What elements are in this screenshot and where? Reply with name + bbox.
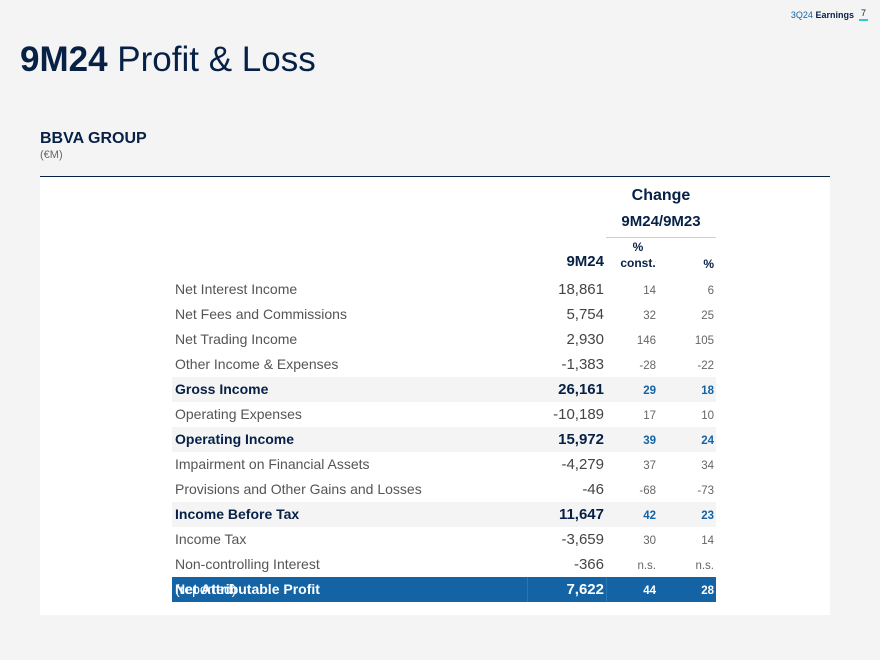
row-const: 146 [636,335,656,347]
row-label-note: (reported) [175,581,237,597]
page-title: 9M24 Profit & Loss [20,40,316,80]
row-const: 14 [643,285,656,297]
row-value: 5,754 [566,306,604,323]
table-row-net-profit: Net Attributable Profit (reported) 7,622… [172,577,716,602]
table-row-subtotal: Gross Income 26,161 29 18 [172,377,716,402]
row-value: -10,189 [553,406,604,423]
row-const: 44 [643,585,656,597]
row-const: 30 [643,535,656,547]
row-label: Gross Income [175,381,269,397]
header-report: 3Q24 Earnings [791,10,854,20]
column-separator [606,577,607,602]
column-separator [527,577,528,602]
row-const: -68 [639,485,656,497]
row-pct: 10 [701,410,714,422]
row-const: n.s. [637,560,656,572]
row-const: 39 [643,435,656,447]
change-heading: Change [631,187,691,204]
row-label: Non-controlling Interest [175,556,320,572]
row-label: Impairment on Financial Assets [175,456,370,472]
section-name: BBVA GROUP [40,130,147,147]
table-row: Provisions and Other Gains and Losses -46… [172,477,716,502]
row-label: Net Trading Income [175,331,298,347]
header-label: Earnings [815,9,854,20]
row-pct: 24 [701,435,714,447]
row-value: -4,279 [561,456,604,473]
row-const: 42 [643,510,656,522]
section-unit: (€M) [40,149,63,161]
row-pct: 28 [701,585,714,597]
row-const: 17 [643,410,656,422]
table-row: Non-controlling Interest -366 n.s. n.s. [172,552,716,577]
row-label: Operating Expenses [175,406,302,422]
row-value: -366 [573,556,604,573]
section-heading: BBVA GROUP (€M) [40,130,147,161]
row-label: Income Tax [175,531,247,547]
table-row: Net Fees and Commissions 5,754 32 25 [172,302,716,327]
row-value: -3,659 [561,531,604,548]
table-row: Other Income & Expenses -1,383 -28 -22 [172,352,716,377]
row-const: 37 [643,460,656,472]
col-header-9m24: 9M24 [566,253,604,270]
row-pct: -22 [697,360,714,372]
row-const: 29 [643,385,656,397]
row-pct: 23 [701,510,714,522]
row-pct: -73 [697,485,714,497]
col-header-const-line1: % [632,240,644,254]
row-value: 18,861 [558,281,604,298]
row-pct: 105 [694,335,714,347]
row-const: -28 [639,360,656,372]
section-divider [40,176,830,177]
row-value: 11,647 [558,506,604,523]
row-pct: 25 [701,310,714,322]
row-pct: 34 [701,460,714,472]
page-header: 3Q24 Earnings 7 [791,8,868,21]
row-value: -46 [582,481,604,498]
page-number: 7 [858,8,868,21]
row-pct: n.s. [695,560,714,572]
row-label: Net Fees and Commissions [175,306,347,322]
row-pct: 14 [701,535,714,547]
row-const: 32 [643,310,656,322]
row-label: Net Interest Income [175,281,298,297]
table-row: Net Interest Income 18,861 14 6 [172,277,716,302]
table-row: Impairment on Financial Assets -4,279 37 34 [172,452,716,477]
row-label: Operating Income [175,431,295,447]
period-heading: 9M24/9M23 [621,213,701,230]
row-label: Provisions and Other Gains and Losses [175,481,422,497]
row-pct: 6 [707,285,714,297]
table-row-subtotal: Income Before Tax 11,647 42 23 [172,502,716,527]
row-label: Income Before Tax [175,506,300,522]
header-period: 3Q24 [790,9,813,20]
row-label: Other Income & Expenses [175,356,339,372]
col-header-pct: % [703,257,714,271]
col-header-const-line2: const. [620,256,656,270]
row-value: -1,383 [561,356,604,373]
title-bold: 9M24 [20,40,108,79]
row-value: 15,972 [558,431,604,448]
row-label-text: Net Attributable Profit [175,581,320,597]
table-row: Income Tax -3,659 30 14 [172,527,716,552]
row-pct: 18 [701,385,714,397]
col-header-const: % const. [610,239,666,271]
period-underline [606,237,716,238]
row-value: 2,930 [566,331,604,348]
table-row: Operating Expenses -10,189 17 10 [172,402,716,427]
row-value: 7,622 [566,581,604,598]
title-rest: Profit & Loss [117,40,316,79]
pl-table: Net Interest Income 18,861 14 6 Net Fees an… [172,277,716,602]
table-row-subtotal: Operating Income 15,972 39 24 [172,427,716,452]
row-value: 26,161 [558,381,604,398]
table-row: Net Trading Income 2,930 146 105 [172,327,716,352]
